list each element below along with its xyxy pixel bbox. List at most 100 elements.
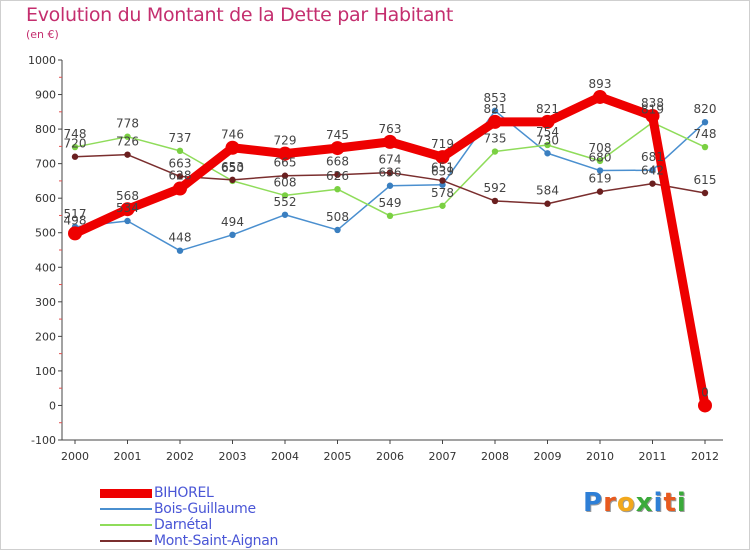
proxiti-logo: Proxiti xyxy=(583,488,687,518)
data-label-bihorel: 719 xyxy=(431,137,454,151)
x-tick-label: 2004 xyxy=(271,450,299,463)
logo-letter: P xyxy=(583,488,604,518)
data-point-bihorel xyxy=(225,140,240,155)
x-tick-label: 2008 xyxy=(481,450,509,463)
data-point-bois-guillaume xyxy=(649,167,656,174)
data-label-darnetal: 578 xyxy=(431,186,454,200)
data-label-bois-guillaume: 552 xyxy=(274,195,297,209)
data-point-bihorel xyxy=(68,226,82,241)
data-point-darnetal xyxy=(386,212,394,219)
legend-item-mont-saint-aignan: Mont-Saint-Aignan xyxy=(100,533,340,549)
data-label-mont-saint-aignan: 663 xyxy=(169,156,192,170)
data-point-mont-saint-aignan xyxy=(176,173,184,180)
data-point-bihorel xyxy=(540,114,555,129)
x-tick-label: 2007 xyxy=(429,450,457,463)
data-label-darnetal: 549 xyxy=(379,196,402,210)
data-point-bois-guillaume xyxy=(491,107,499,114)
legend-label: Darnétal xyxy=(154,517,212,533)
data-point-bihorel xyxy=(120,202,135,217)
x-tick-label: 2005 xyxy=(324,450,352,463)
data-point-mont-saint-aignan xyxy=(71,153,79,160)
data-label-bois-guillaume: 639 xyxy=(431,165,454,179)
legend-label: Bois-Guillaume xyxy=(154,501,256,517)
data-point-mont-saint-aignan xyxy=(544,200,551,207)
data-label-mont-saint-aignan: 726 xyxy=(116,135,139,149)
data-label-darnetal: 708 xyxy=(589,141,612,155)
data-label-mont-saint-aignan: 665 xyxy=(274,156,297,170)
data-label-darnetal: 754 xyxy=(536,125,559,139)
y-tick-label: 100 xyxy=(35,365,56,378)
data-label-bihorel: 568 xyxy=(116,189,139,203)
data-label-bois-guillaume: 730 xyxy=(536,133,559,147)
data-label-bihorel: 628 xyxy=(169,169,192,183)
data-point-mont-saint-aignan xyxy=(701,189,709,197)
y-tick-label: 900 xyxy=(35,89,56,102)
data-point-mont-saint-aignan xyxy=(491,197,499,205)
data-label-mont-saint-aignan: 642 xyxy=(641,164,664,178)
chart-subtitle: (en €) xyxy=(26,28,59,41)
data-label-bihorel: 893 xyxy=(589,77,612,91)
data-point-bois-guillaume xyxy=(229,231,236,238)
data-label-darnetal: 748 xyxy=(64,127,87,141)
legend-item-bihorel: BIHOREL xyxy=(100,485,340,501)
data-point-mont-saint-aignan xyxy=(386,169,394,176)
data-label-mont-saint-aignan: 651 xyxy=(431,161,454,175)
x-tick-label: 2010 xyxy=(586,450,614,463)
data-point-darnetal xyxy=(124,133,131,140)
logo-letter: i xyxy=(676,488,687,518)
data-label-bois-guillaume: 681 xyxy=(641,150,664,164)
data-point-bihorel xyxy=(383,134,397,149)
data-label-bihorel: 763 xyxy=(379,122,402,136)
y-tick-label: 0 xyxy=(49,399,56,412)
data-label-mont-saint-aignan: 720 xyxy=(64,137,87,151)
data-point-darnetal xyxy=(71,143,79,151)
x-tick-label: 2012 xyxy=(691,450,719,463)
chart-legend: BIHOREL Bois-Guillaume Darnétal Mont-Saint-… xyxy=(100,485,340,549)
data-point-mont-saint-aignan xyxy=(334,171,341,178)
data-label-bihorel: 729 xyxy=(274,134,297,148)
x-tick-label: 2001 xyxy=(114,450,142,463)
data-point-mont-saint-aignan xyxy=(281,172,289,179)
data-point-mont-saint-aignan xyxy=(229,176,236,184)
data-point-bois-guillaume xyxy=(386,182,394,189)
data-label-mont-saint-aignan: 668 xyxy=(326,155,349,169)
y-tick-label: 500 xyxy=(35,227,56,240)
data-point-bois-guillaume xyxy=(544,150,551,157)
data-point-darnetal xyxy=(334,186,341,193)
data-point-darnetal xyxy=(701,143,709,151)
data-label-darnetal: 778 xyxy=(116,117,139,131)
data-point-darnetal xyxy=(596,157,604,165)
data-label-darnetal: 608 xyxy=(274,175,297,189)
y-tick-label: 800 xyxy=(35,123,56,136)
data-point-darnetal xyxy=(491,148,499,155)
y-tick-label: 200 xyxy=(35,330,56,343)
data-label-darnetal: 626 xyxy=(326,169,349,183)
y-tick-label: 300 xyxy=(35,296,56,309)
data-label-bihorel: 0 xyxy=(701,385,709,399)
data-point-bois-guillaume xyxy=(334,226,341,234)
logo-letter: i xyxy=(653,488,664,518)
y-tick-label: -100 xyxy=(31,434,56,447)
legend-item-bois-guillaume: Bois-Guillaume xyxy=(100,501,340,517)
data-point-bihorel xyxy=(645,108,660,123)
data-label-bois-guillaume: 517 xyxy=(64,207,87,221)
legend-swatch xyxy=(100,540,152,542)
data-point-mont-saint-aignan xyxy=(124,151,131,158)
data-label-bihorel: 821 xyxy=(536,102,559,116)
legend-label: BIHOREL xyxy=(154,485,214,501)
data-point-darnetal xyxy=(281,192,289,199)
data-point-darnetal xyxy=(544,141,551,149)
data-label-darnetal: 748 xyxy=(694,127,717,141)
data-point-bihorel xyxy=(698,398,712,413)
data-label-mont-saint-aignan: 619 xyxy=(589,172,612,186)
data-point-darnetal xyxy=(176,147,184,155)
data-label-bois-guillaume: 508 xyxy=(326,210,349,224)
data-point-bihorel xyxy=(593,89,607,104)
data-label-bois-guillaume: 636 xyxy=(379,166,402,180)
data-point-bois-guillaume xyxy=(281,211,289,218)
data-label-bihorel: 821 xyxy=(484,102,507,116)
data-label-mont-saint-aignan: 674 xyxy=(379,153,402,167)
data-label-bois-guillaume: 820 xyxy=(694,102,717,116)
